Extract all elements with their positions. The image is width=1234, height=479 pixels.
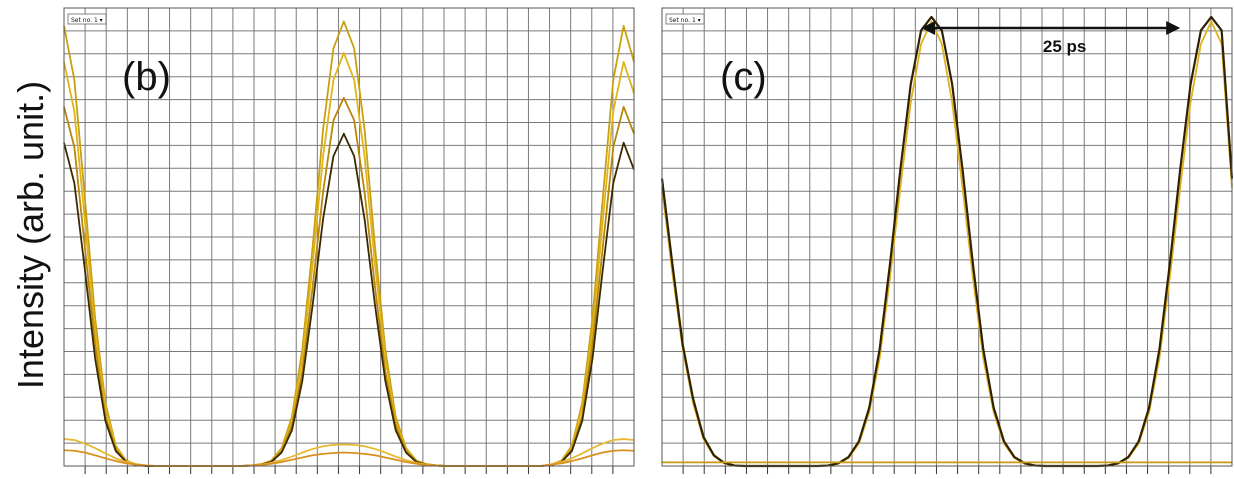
annotation-label: 25 ps — [1043, 37, 1086, 56]
annotation-arrowhead-left — [921, 21, 936, 35]
set-selector[interactable]: Set no. 1 ▾ — [67, 13, 107, 25]
trace-line — [63, 132, 635, 467]
set-selector-box — [665, 13, 705, 25]
chart-panel-c: Set no. 1 ▾ (c) 25 ps — [660, 7, 1234, 474]
panel-label: (b) — [122, 55, 171, 99]
plot-frame — [661, 7, 1233, 467]
period-annotation: 25 ps — [921, 21, 1181, 56]
annotation-arrowhead-right — [1166, 21, 1181, 35]
trace-line — [63, 449, 635, 467]
chart-panel-b: Set no. 1 ▾ (b) — [63, 7, 635, 474]
y-axis-label: Intensity (arb. unit.) — [10, 80, 51, 390]
trace-line — [63, 96, 635, 467]
grid — [64, 8, 634, 474]
plot-frame — [63, 7, 635, 467]
y-axis-label-area: Intensity (arb. unit.) — [0, 0, 62, 479]
set-selector-label: Set no. 1 ▾ — [669, 17, 701, 24]
grid — [662, 8, 1232, 474]
panel-label: (c) — [720, 55, 767, 99]
set-selector-box — [67, 13, 107, 25]
set-selector[interactable]: Set no. 1 ▾ — [665, 13, 705, 25]
set-selector-label: Set no. 1 ▾ — [71, 17, 103, 24]
